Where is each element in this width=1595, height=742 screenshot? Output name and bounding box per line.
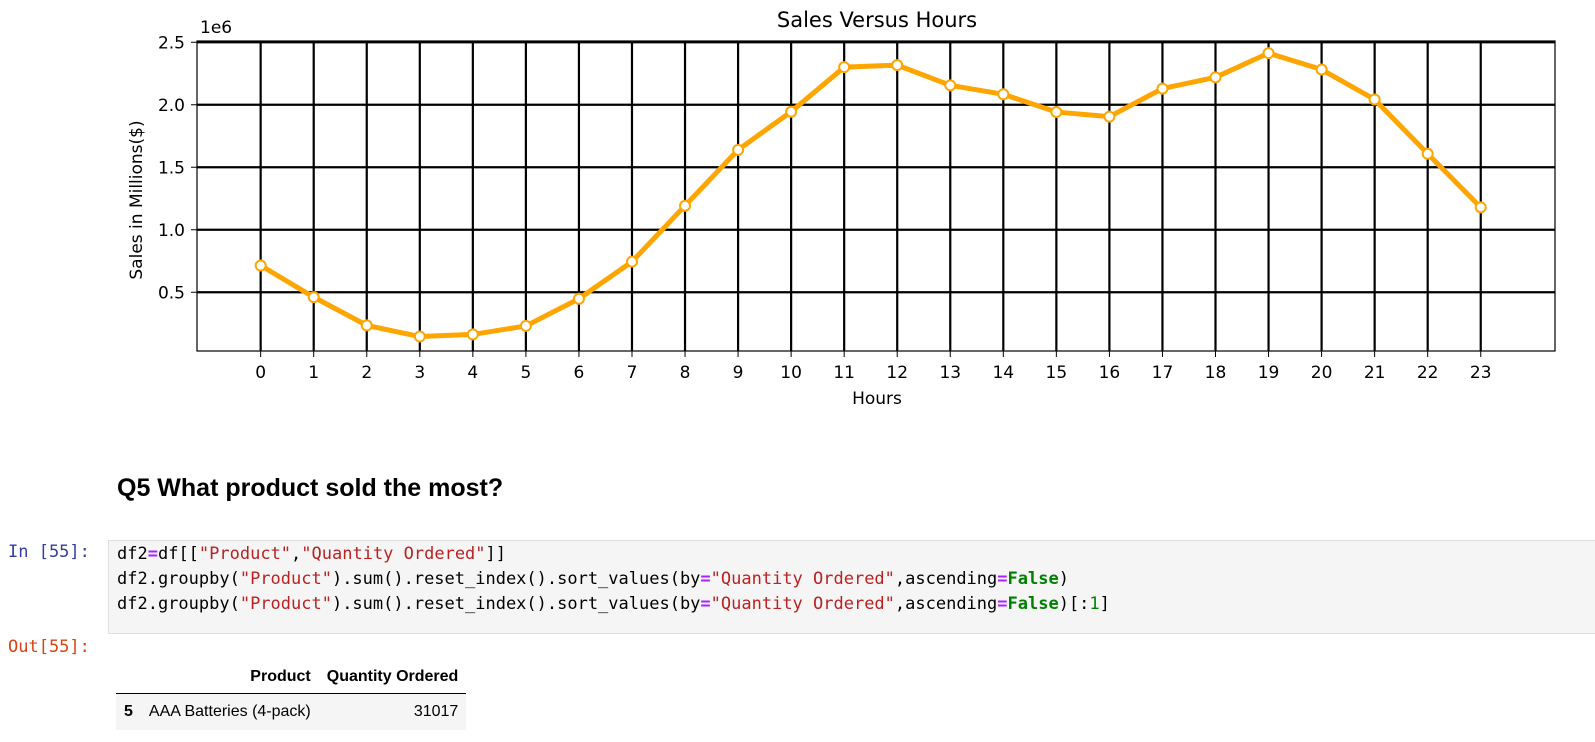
row-index: 5 [116, 693, 141, 730]
x-tick-label: 15 [1046, 363, 1068, 383]
data-point [307, 291, 320, 304]
output-dataframe: Product Quantity Ordered 5 AAA Batteries… [116, 661, 467, 730]
x-axis-label: Hours [852, 389, 902, 409]
code-line: df2.groupby("Product").sum().reset_index… [117, 569, 1069, 589]
data-point [997, 88, 1010, 101]
column-header-quantity: Quantity Ordered [318, 661, 467, 694]
chart-title: Sales Versus Hours [777, 8, 977, 32]
y-axis-label: Sales in Millions($) [127, 120, 147, 279]
series-sales [254, 47, 1487, 343]
x-tick-label: 20 [1311, 363, 1333, 383]
y-tick-label: 2.5 [158, 33, 185, 53]
x-tick-label: 3 [414, 363, 425, 383]
data-point [1209, 71, 1222, 84]
column-header-product: Product [140, 661, 319, 694]
output-prompt: Out[55]: [8, 637, 90, 657]
code-cell-editor[interactable]: df2=df[["Product","Quantity Ordered"]] d… [108, 540, 1595, 634]
code-line: df2=df[["Product","Quantity Ordered"]] [117, 544, 507, 564]
data-point [944, 79, 957, 92]
y-tick-label: 2.0 [158, 96, 185, 116]
x-tick-label: 1 [308, 363, 319, 383]
y-tick-label: 1.0 [158, 221, 185, 241]
data-point [1156, 82, 1169, 95]
x-tick-label: 22 [1417, 363, 1439, 383]
data-point [625, 255, 638, 268]
x-tick-label: 11 [833, 363, 855, 383]
table-header-row: Product Quantity Ordered [116, 661, 467, 694]
x-tick-label: 2 [361, 363, 372, 383]
data-point [1262, 47, 1275, 60]
data-point [1368, 93, 1381, 106]
data-point [1050, 106, 1063, 119]
cell-quantity: 31017 [318, 693, 467, 730]
data-point [679, 199, 692, 212]
x-tick-label: 12 [886, 363, 908, 383]
x-tick-label: 17 [1152, 363, 1174, 383]
x-tick-label: 19 [1258, 363, 1280, 383]
plot-frame [196, 40, 1556, 352]
data-point [1421, 147, 1434, 160]
y-axis-offset-label: 1e6 [200, 18, 232, 38]
data-point [360, 319, 373, 332]
code-line: df2.groupby("Product").sum().reset_index… [117, 594, 1110, 614]
x-tick-label: 16 [1099, 363, 1121, 383]
x-tick-label: 0 [255, 363, 266, 383]
data-point [572, 292, 585, 305]
x-tick-label: 23 [1470, 363, 1492, 383]
data-point [519, 319, 532, 332]
data-point [1315, 63, 1328, 76]
cell-product: AAA Batteries (4-pack) [140, 693, 319, 730]
x-tick-label: 9 [733, 363, 744, 383]
x-tick-label: 7 [627, 363, 638, 383]
table-row: 5 AAA Batteries (4-pack) 31017 [116, 693, 467, 730]
markdown-heading: Q5 What product sold the most? [117, 474, 504, 502]
grid-lines [197, 41, 1555, 351]
y-tick-label: 1.5 [158, 158, 185, 178]
data-point [732, 143, 745, 156]
x-tick-label: 8 [680, 363, 691, 383]
data-point [785, 105, 798, 118]
x-tick-label: 14 [992, 363, 1014, 383]
input-prompt: In [55]: [8, 542, 90, 562]
data-point [1474, 201, 1487, 214]
data-point [466, 328, 479, 341]
data-point [838, 61, 851, 74]
axis-ticks: 0 1 2 3 4 5 6 7 8 9 10 11 12 13 14 15 16 17 18 19 20 21 22 230.… [158, 33, 1492, 383]
data-point [891, 59, 904, 72]
x-tick-label: 13 [939, 363, 961, 383]
data-point [254, 259, 267, 272]
data-point [413, 330, 426, 343]
x-tick-label: 6 [574, 363, 585, 383]
x-tick-label: 21 [1364, 363, 1386, 383]
data-point [1103, 110, 1116, 123]
sales-versus-hours-chart: 0 1 2 3 4 5 6 7 8 9 10 11 12 13 14 15 16 17 18 19 20 21 22 230.… [127, 8, 1556, 409]
x-tick-label: 10 [780, 363, 802, 383]
x-tick-label: 4 [467, 363, 478, 383]
x-tick-label: 5 [520, 363, 531, 383]
y-tick-label: 0.5 [158, 283, 185, 303]
index-header [116, 661, 141, 694]
x-tick-label: 18 [1205, 363, 1227, 383]
series-line [258, 50, 1484, 340]
